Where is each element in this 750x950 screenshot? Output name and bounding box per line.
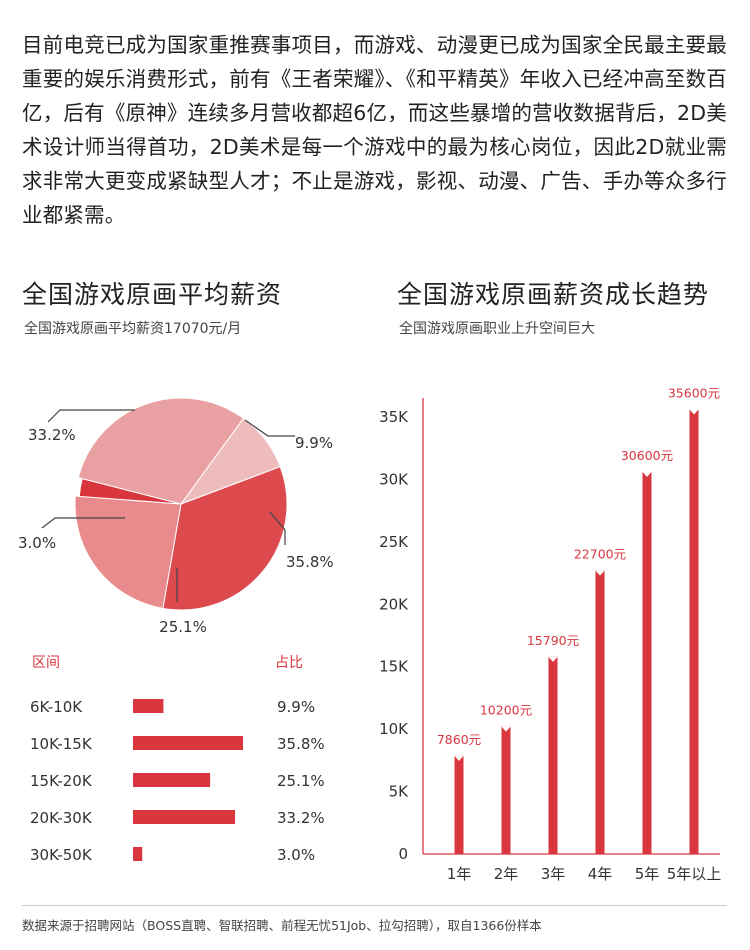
table-row-bar-3 [133, 773, 211, 787]
pie-slice-label-4: 3.0% [18, 534, 56, 552]
x-tick-label-4: 4年 [588, 865, 613, 883]
bar-notch-5 [642, 471, 652, 477]
table-row-share-2: 35.8% [277, 735, 325, 753]
table-row-bar-4 [133, 810, 236, 824]
y-tick-label-1: 5K [389, 783, 410, 801]
footer-divider [22, 905, 727, 906]
y-tick-label-4: 20K [379, 595, 409, 613]
x-tick-label-1: 1年 [447, 865, 472, 883]
pie-chart: 9.9% 35.8% 25.1% 3.0% 33.2% 区间 占比 6K-10K 9.9% 10K… [18, 397, 334, 864]
bar-3 [548, 656, 558, 854]
table-row-range-2: 10K-15K [30, 735, 93, 753]
y-tick-label-0: 0 [398, 845, 408, 863]
pie-chart-title: 全国游戏原画平均薪资 [22, 280, 283, 309]
pie-chart-subtitle: 全国游戏原画平均薪资17070元/月 [24, 321, 242, 337]
bar-notch-6 [689, 409, 699, 415]
pie-slice-label-3: 25.1% [159, 618, 207, 636]
table-row-range-3: 15K-20K [30, 772, 93, 790]
bar-value-label-1: 7860元 [437, 732, 481, 747]
intro-paragraph: 目前电竞已成为国家重推赛事项目，而游戏、动漫更已成为国家全民最主要最重要的娱乐消… [22, 33, 727, 227]
y-tick-label-5: 25K [379, 533, 409, 551]
x-tick-label-3: 3年 [541, 865, 566, 883]
table-row-share-5: 3.0% [277, 846, 315, 864]
y-tick-label-3: 15K [379, 658, 409, 676]
x-tick-label-5: 5年 [635, 865, 660, 883]
bar-1 [454, 755, 464, 854]
table-row-range-5: 30K-50K [30, 846, 93, 864]
x-tick-label-2: 2年 [494, 865, 519, 883]
pie-leader-line-5 [47, 409, 135, 423]
y-tick-label-2: 10K [379, 720, 409, 738]
bar-value-label-4: 22700元 [574, 547, 626, 562]
pie-slice-3 [74, 495, 182, 610]
pie-slice-5 [77, 397, 245, 505]
bar-chart: 0 5K 10K 15K 20K 25K 30K 35K 7860元 1年 10200元 2年 1579… [379, 386, 722, 883]
table-row-bar-2 [133, 736, 243, 750]
bar-2 [501, 726, 511, 854]
table-row-range-1: 6K-10K [30, 698, 83, 716]
y-tick-label-6: 30K [379, 470, 409, 488]
table-row-share-4: 33.2% [277, 809, 325, 827]
bar-value-label-5: 30600元 [621, 448, 673, 463]
bar-chart-subtitle: 全国游戏原画职业上升空间巨大 [399, 321, 595, 337]
table-row-bar-1 [133, 699, 164, 713]
bar-notch-3 [548, 656, 558, 662]
data-source-note: 数据来源于招聘网站（BOSS直聘、智联招聘、前程无忧51Job、拉勾招聘），取自… [22, 918, 542, 933]
bar-4 [595, 570, 605, 854]
bar-notch-1 [454, 755, 464, 761]
bar-value-label-2: 10200元 [480, 703, 532, 718]
bar-chart-title: 全国游戏原画薪资成长趋势 [397, 280, 710, 309]
pie-leader-line-2 [269, 511, 286, 545]
table-row-share-1: 9.9% [277, 698, 315, 716]
table-row-share-3: 25.1% [277, 772, 325, 790]
bar-6 [689, 409, 699, 854]
bar-notch-4 [595, 570, 605, 576]
y-tick-label-7: 35K [379, 408, 409, 426]
pie-leader-line-1 [244, 419, 295, 437]
pie-slice-label-2: 35.8% [286, 553, 334, 571]
pie-leader-line-4 [41, 517, 125, 529]
bar-value-label-6: 35600元 [668, 386, 720, 401]
pie-slice-2 [162, 466, 288, 611]
table-row-bar-5 [133, 847, 143, 861]
bar-value-label-3: 15790元 [527, 633, 579, 648]
table-header-share: 占比 [275, 655, 303, 671]
table-header-range: 区间 [32, 655, 60, 671]
bar-notch-2 [501, 726, 511, 732]
pie-slice-label-5: 33.2% [28, 426, 76, 444]
x-tick-label-6: 5年以上 [667, 865, 722, 883]
table-row-range-4: 20K-30K [30, 809, 93, 827]
bar-5 [642, 471, 652, 854]
pie-slice-label-1: 9.9% [295, 434, 333, 452]
